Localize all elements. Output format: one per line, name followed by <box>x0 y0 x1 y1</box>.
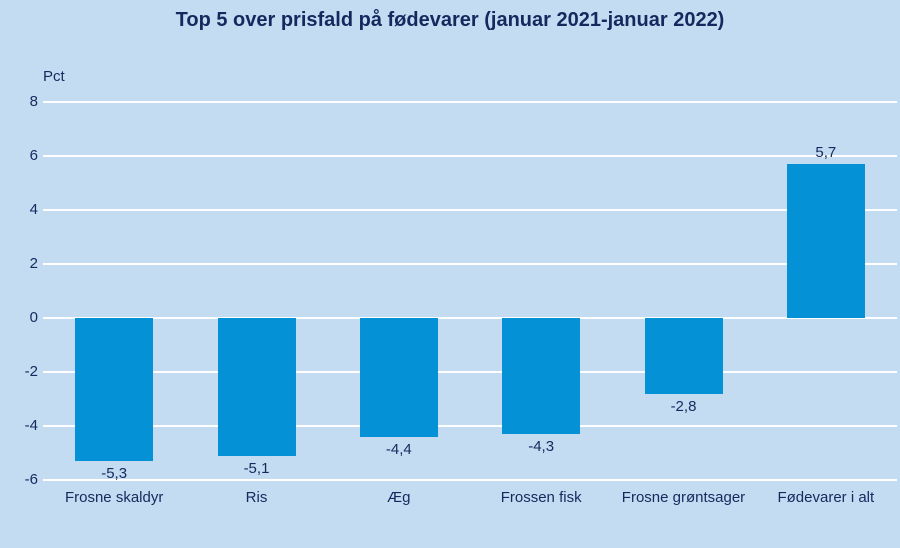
bar-Fødevarer i alt <box>786 164 865 318</box>
category-label-Fødevarer i alt: Fødevarer i alt <box>777 489 875 506</box>
bar-Frosne skaldyr <box>75 318 154 462</box>
gridline--2 <box>43 371 897 373</box>
y-axis-unit-label: Pct <box>43 68 65 85</box>
ytick-label-0: 0 <box>29 309 38 326</box>
category-label-Æg: Æg <box>387 489 411 506</box>
ytick-label-4: 4 <box>29 201 38 218</box>
value-label-Frosne skaldyr: -5,3 <box>101 465 128 483</box>
ytick-label--6: -6 <box>24 471 38 488</box>
value-label-Ris: -5,1 <box>243 459 270 477</box>
ytick-label--4: -4 <box>24 417 38 434</box>
bar-Frossen fisk <box>502 318 581 435</box>
gridline--6 <box>43 479 897 481</box>
category-label-Frossen fisk: Frossen fisk <box>500 489 582 506</box>
gridline-8 <box>43 101 897 103</box>
gridline-2 <box>43 263 897 265</box>
bar-Æg <box>359 318 438 437</box>
ytick-label--2: -2 <box>24 363 38 380</box>
category-label-Frosne skaldyr: Frosne skaldyr <box>64 489 164 506</box>
bar-Ris <box>217 318 296 456</box>
gridline-4 <box>43 209 897 211</box>
ytick-label-2: 2 <box>29 255 38 272</box>
gridline--4 <box>43 425 897 427</box>
value-label-Æg: -4,4 <box>385 440 412 458</box>
chart-title: Top 5 over prisfald på fødevarer (januar… <box>175 9 725 31</box>
ytick-label-6: 6 <box>29 147 38 164</box>
value-label-Frossen fisk: -4,3 <box>528 438 555 456</box>
gridline-6 <box>43 155 897 157</box>
category-label-Ris: Ris <box>245 489 268 506</box>
gridline-0 <box>43 317 897 319</box>
value-label-Frosne grøntsager: -2,8 <box>670 397 697 415</box>
bar-Frosne grøntsager <box>644 318 723 394</box>
value-label-Fødevarer i alt: 5,7 <box>815 144 837 162</box>
category-label-Frosne grøntsager: Frosne grøntsager <box>621 489 746 506</box>
ytick-label-8: 8 <box>29 93 38 110</box>
